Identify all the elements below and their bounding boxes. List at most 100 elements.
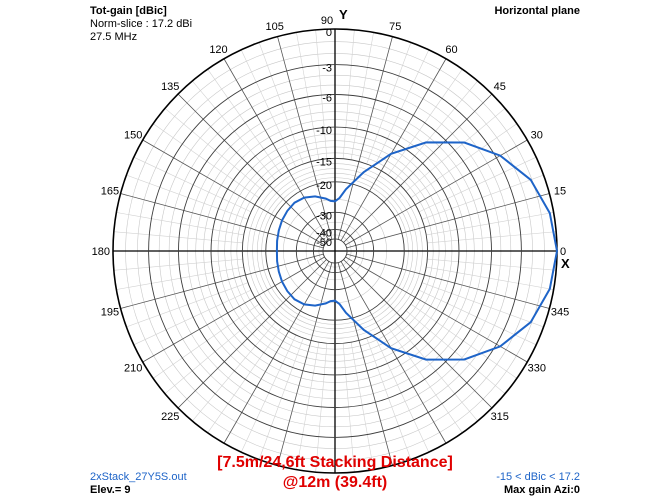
minor-spoke	[192, 321, 276, 422]
radial-tick-label: -30	[316, 210, 332, 222]
minor-spoke	[133, 289, 252, 346]
minor-spoke	[296, 342, 320, 470]
major-ring	[178, 94, 492, 408]
minor-spoke	[113, 231, 243, 244]
angle-tick-label: 330	[528, 363, 546, 375]
major-spoke	[277, 262, 333, 466]
minor-spoke	[152, 123, 260, 199]
minor-spoke	[342, 29, 355, 159]
caption-line-2: @12m (39.4ft)	[282, 474, 388, 491]
minor-spoke	[164, 108, 265, 192]
minor-spoke	[192, 80, 276, 181]
minor-spoke	[421, 282, 544, 328]
angle-tick-label: 30	[531, 130, 543, 142]
footer-left: 2xStack_27Y5S.out Elev.= 9	[90, 471, 187, 497]
radial-tick-label: -6	[322, 92, 332, 104]
minor-spoke	[366, 337, 412, 460]
major-ring	[312, 228, 358, 274]
minor-spoke	[113, 258, 243, 271]
minor-spoke	[207, 326, 283, 434]
radial-tick-label: -50	[316, 237, 332, 249]
angle-tick-label: 15	[554, 186, 566, 198]
minor-spoke	[410, 303, 518, 379]
major-ring	[265, 181, 405, 321]
major-spoke	[343, 259, 493, 409]
major-spoke	[346, 253, 550, 309]
major-spoke	[177, 93, 327, 243]
angle-tick-label: 75	[389, 21, 401, 33]
header-left: Tot-gain [dBic] Norm-slice : 17.2 dBi 27…	[90, 5, 192, 44]
norm-slice-label: Norm-slice : 17.2 dBi	[90, 18, 193, 30]
minor-spoke	[387, 326, 463, 434]
major-spoke	[345, 139, 528, 246]
major-spoke	[346, 193, 550, 249]
minor-spoke	[410, 123, 518, 199]
angle-tick-label: 165	[101, 186, 119, 198]
major-ring	[322, 238, 348, 264]
major-spoke	[120, 253, 324, 309]
major-spoke	[345, 256, 528, 363]
minor-spoke	[258, 42, 304, 165]
major-ring	[295, 211, 375, 291]
radial-tick-label: -10	[316, 125, 332, 137]
major-ring	[210, 126, 460, 376]
minor-spoke	[164, 310, 265, 394]
angle-tick-label: 150	[124, 130, 142, 142]
angle-tick-label: 180	[92, 246, 110, 258]
minor-spoke	[207, 68, 283, 176]
minor-spoke	[296, 32, 320, 160]
major-spoke	[120, 193, 324, 249]
major-ring	[148, 64, 522, 438]
angle-tick-label: 225	[161, 411, 179, 423]
major-spoke	[340, 261, 447, 444]
minor-spoke	[426, 266, 554, 290]
footer-right: -15 < dBic < 17.2 Max gain Azi:0	[496, 471, 580, 497]
minor-spoke	[366, 42, 412, 165]
major-spoke	[223, 261, 330, 444]
angle-tick-label: 195	[101, 306, 119, 318]
angle-tick-label: 45	[494, 81, 506, 93]
minor-spoke	[240, 334, 297, 453]
plane-label: Horizontal plane	[494, 5, 580, 17]
y-axis-label: Y	[339, 7, 348, 22]
minor-spoke	[315, 29, 328, 159]
chart-title: Tot-gain [dBic]	[90, 5, 167, 17]
minor-spoke	[427, 258, 557, 271]
elevation-label: Elev.= 9	[90, 484, 131, 496]
major-spoke	[337, 262, 393, 466]
major-ring	[241, 157, 429, 345]
major-spoke	[277, 36, 333, 240]
major-spoke	[142, 139, 325, 246]
minor-spoke	[427, 231, 557, 244]
major-spoke	[340, 58, 447, 241]
minor-spoke	[426, 212, 554, 236]
minor-spoke	[394, 321, 478, 422]
caption: [7.5m/24,6ft Stacking Distance] @12m (39…	[0, 453, 670, 493]
minor-spoke	[116, 212, 244, 236]
radial-tick-label: 0	[326, 27, 332, 39]
minor-spoke	[405, 310, 506, 394]
angle-tick-label: 0	[560, 246, 566, 258]
minor-spoke	[342, 343, 355, 473]
major-spoke	[223, 58, 330, 241]
angle-tick-label: 60	[445, 44, 457, 56]
minor-spoke	[133, 156, 252, 213]
angle-tick-label: 105	[266, 21, 284, 33]
major-spoke	[142, 256, 325, 363]
max-gain-label: Max gain Azi:0	[504, 484, 580, 496]
angle-tick-label: 315	[491, 411, 509, 423]
minor-spoke	[418, 156, 537, 213]
radial-tick-label: -20	[316, 180, 332, 192]
gain-pattern-trace	[275, 141, 559, 361]
major-spoke	[343, 93, 493, 243]
x-axis-label: X	[561, 256, 570, 271]
file-name-label: 2xStack_27Y5S.out	[90, 471, 187, 483]
minor-spoke	[350, 32, 374, 160]
minor-spoke	[350, 342, 374, 470]
minor-spoke	[116, 266, 244, 290]
radial-tick-label: -15	[316, 156, 332, 168]
minor-spoke	[258, 337, 304, 460]
minor-spoke	[373, 334, 430, 453]
minor-spoke	[421, 174, 544, 220]
